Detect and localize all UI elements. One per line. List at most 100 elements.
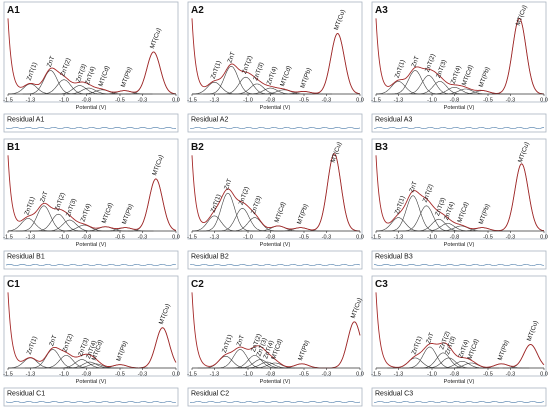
x-tick-label: -1.0 [243,372,253,378]
x-tick-label: -1.5 [3,98,13,104]
x-tick-label: -0.8 [450,235,460,241]
x-tick-label: -1.3 [210,98,220,104]
x-tick-label: -0.5 [299,98,309,104]
residual-curve [373,127,545,129]
x-tick-label: -0.8 [450,98,460,104]
x-tick-label: 0.0 [172,372,180,378]
peak-label-1: ZnT [226,51,236,64]
x-tick-label: -1.5 [187,98,197,104]
x-tick-label: -0.8 [450,372,460,378]
x-tick-label: -0.8 [266,235,276,241]
x-axis-label: Potential (V) [444,105,475,111]
x-tick-label: -1.0 [59,235,69,241]
x-tick-label: -1.5 [187,372,197,378]
panel-label: B2 [191,142,204,153]
x-tick-label: -0.5 [483,98,493,104]
residual-label: Residual A2 [191,117,228,124]
x-tick-label: -1.0 [243,235,253,241]
fitted-curve [375,155,545,232]
panel-label: B3 [375,142,388,153]
x-axis-label: Potential (V) [76,242,107,248]
x-tick-label: -0.5 [299,372,309,378]
plot-frame [371,275,547,377]
fitted-curve [7,155,177,231]
x-tick-label: -0.3 [322,235,332,241]
x-tick-label: 0.0 [172,235,180,241]
x-tick-label: -1.3 [394,372,404,378]
x-tick-label: -0.5 [115,98,125,104]
peak-label-1: ZnT [408,180,418,193]
x-tick-label: -1.5 [371,98,381,104]
x-tick-label: -1.3 [26,372,36,378]
residual-label: Residual B3 [375,254,413,261]
x-tick-label: -0.8 [266,372,276,378]
residual-label: Residual C2 [191,391,229,398]
plot-frame [187,1,363,103]
peak-label-1: ZnT [39,190,49,203]
x-tick-label: -0.8 [82,98,92,104]
x-tick-label: -1.3 [26,98,36,104]
peak-label-1: ZnT [48,334,58,347]
residual-label: Residual B2 [191,254,229,261]
plot-frame [3,138,179,240]
x-tick-label: -0.3 [506,235,516,241]
x-tick-label: -1.0 [427,372,437,378]
residual-box [3,113,179,133]
residual-curve [189,401,361,403]
residual-curve [5,401,177,403]
x-tick-label: -0.3 [322,98,332,104]
plot-frame [371,138,547,240]
x-tick-label: -0.5 [483,372,493,378]
x-axis-label: Potential (V) [260,105,291,111]
x-tick-label: -0.8 [82,372,92,378]
fitted-curve [375,292,545,368]
x-tick-label: -0.3 [506,98,516,104]
panel-label: C2 [191,279,204,290]
x-tick-label: -0.8 [82,235,92,241]
x-tick-label: -0.3 [138,98,148,104]
component-curve-1 [15,205,72,232]
panel-label: C3 [375,279,388,290]
x-tick-label: 0.0 [356,98,364,104]
residual-curve [189,264,361,266]
residual-label: Residual B1 [7,254,45,261]
x-tick-label: -1.5 [3,235,13,241]
x-tick-label: -1.5 [3,372,13,378]
residual-box [187,387,363,407]
peak-label-1: ZnT [425,332,435,345]
x-tick-label: -1.3 [210,235,220,241]
x-axis-label: Potential (V) [260,242,291,248]
component-curve-1 [387,70,444,95]
residual-label: Residual A3 [375,117,412,124]
x-tick-label: -1.3 [26,235,36,241]
fitted-curve [375,17,544,95]
plot-frame [3,275,179,377]
fitted-curve [7,292,177,369]
x-tick-label: -1.0 [243,98,253,104]
peak-label-1: ZnT [236,334,246,347]
component-curve-1 [203,65,260,95]
x-axis-label: Potential (V) [260,379,291,385]
x-tick-label: -1.0 [427,235,437,241]
residual-curve [373,401,545,403]
x-tick-label: -0.5 [115,372,125,378]
residual-curve [5,264,177,266]
plot-frame [3,1,179,103]
x-tick-label: -0.5 [115,235,125,241]
x-tick-label: -0.3 [138,372,148,378]
peak-label-1: ZnT [223,178,233,191]
x-tick-label: -0.5 [299,235,309,241]
x-tick-label: 0.0 [356,235,364,241]
x-tick-label: -0.5 [483,235,493,241]
residual-curve [189,127,361,129]
residual-curve [373,264,545,266]
x-tick-label: -0.8 [266,98,276,104]
component-curve-1 [22,70,79,95]
fitted-curve [191,18,361,95]
